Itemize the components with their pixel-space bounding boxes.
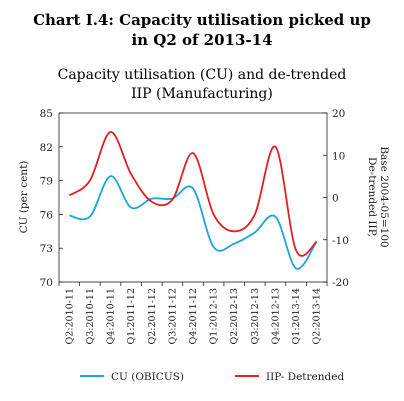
chart-main-title-line1: Chart I.4: Capacity utilisation picked u… <box>33 11 371 29</box>
x-axis-tick-label: Q2:2010-11 <box>64 288 75 345</box>
legend: CU (OBICUS) IIP- Detrended <box>80 371 344 383</box>
series-layer <box>68 131 318 270</box>
chart-main-title-line2: in Q2 of 2013-14 <box>131 31 272 49</box>
left-axis-tick-label: 73 <box>40 243 53 255</box>
left-axis-ticks: 70 73 76 79 82 85 <box>40 108 63 289</box>
right-axis-tick-label: -10 <box>332 235 349 247</box>
iip-detrended-line <box>68 131 318 257</box>
right-axis-title-line1: De-trended IIP, <box>366 157 378 237</box>
right-axis-tick-label: 20 <box>332 108 345 120</box>
legend-label-cu: CU (OBICUS) <box>111 371 184 383</box>
x-axis-tick-label: Q4:2012-13 <box>270 288 281 345</box>
x-axis-tick-label: Q1:2013-14 <box>291 288 302 345</box>
right-axis-title-line2: Base 2004-05=100 <box>378 146 390 247</box>
left-axis-tick-label: 82 <box>40 142 53 154</box>
right-axis-tick-label: -20 <box>332 277 349 289</box>
chart-subtitle-line1: Capacity utilisation (CU) and de-trended <box>58 67 347 83</box>
x-axis-tick-label: Q2:2011-12 <box>147 288 158 345</box>
left-axis-tick-label: 79 <box>40 176 53 188</box>
left-axis-tick-label: 76 <box>40 209 54 221</box>
x-axis-tick-label: Q3:2011-12 <box>167 288 178 345</box>
cu-obicus-line <box>69 175 318 270</box>
x-axis-tick-label: Q1:2012-13 <box>209 288 220 345</box>
x-axis-tick-label: Q4:2010-11 <box>106 288 117 345</box>
x-axis-tick-label: Q3:2010-11 <box>85 288 96 345</box>
right-axis-tick-label: 10 <box>332 150 345 162</box>
x-axis-tick-label: Q4:2011-12 <box>188 288 199 345</box>
x-axis-tick-label: Q3:2012-13 <box>250 288 261 345</box>
legend-label-iip: IIP- Detrended <box>266 371 344 383</box>
left-axis-tick-label: 70 <box>40 277 53 289</box>
x-axis-ticks: Q2:2010-11 Q3:2010-11 Q4:2010-11 Q1:2011-12… <box>58 282 328 345</box>
right-axis-ticks: -20 -10 0 10 20 <box>323 108 349 289</box>
x-axis-tick-label: Q2:2012-13 <box>229 288 240 345</box>
right-axis-tick-label: 0 <box>332 193 339 205</box>
left-axis-tick-label: 85 <box>40 108 53 120</box>
x-axis-tick-label: Q1:2011-12 <box>126 288 137 345</box>
left-axis-title: CU (per cent) <box>18 161 30 234</box>
x-axis-tick-label: Q2:2013-14 <box>312 288 323 345</box>
chart-subtitle-line2: IIP (Manufacturing) <box>131 86 273 102</box>
